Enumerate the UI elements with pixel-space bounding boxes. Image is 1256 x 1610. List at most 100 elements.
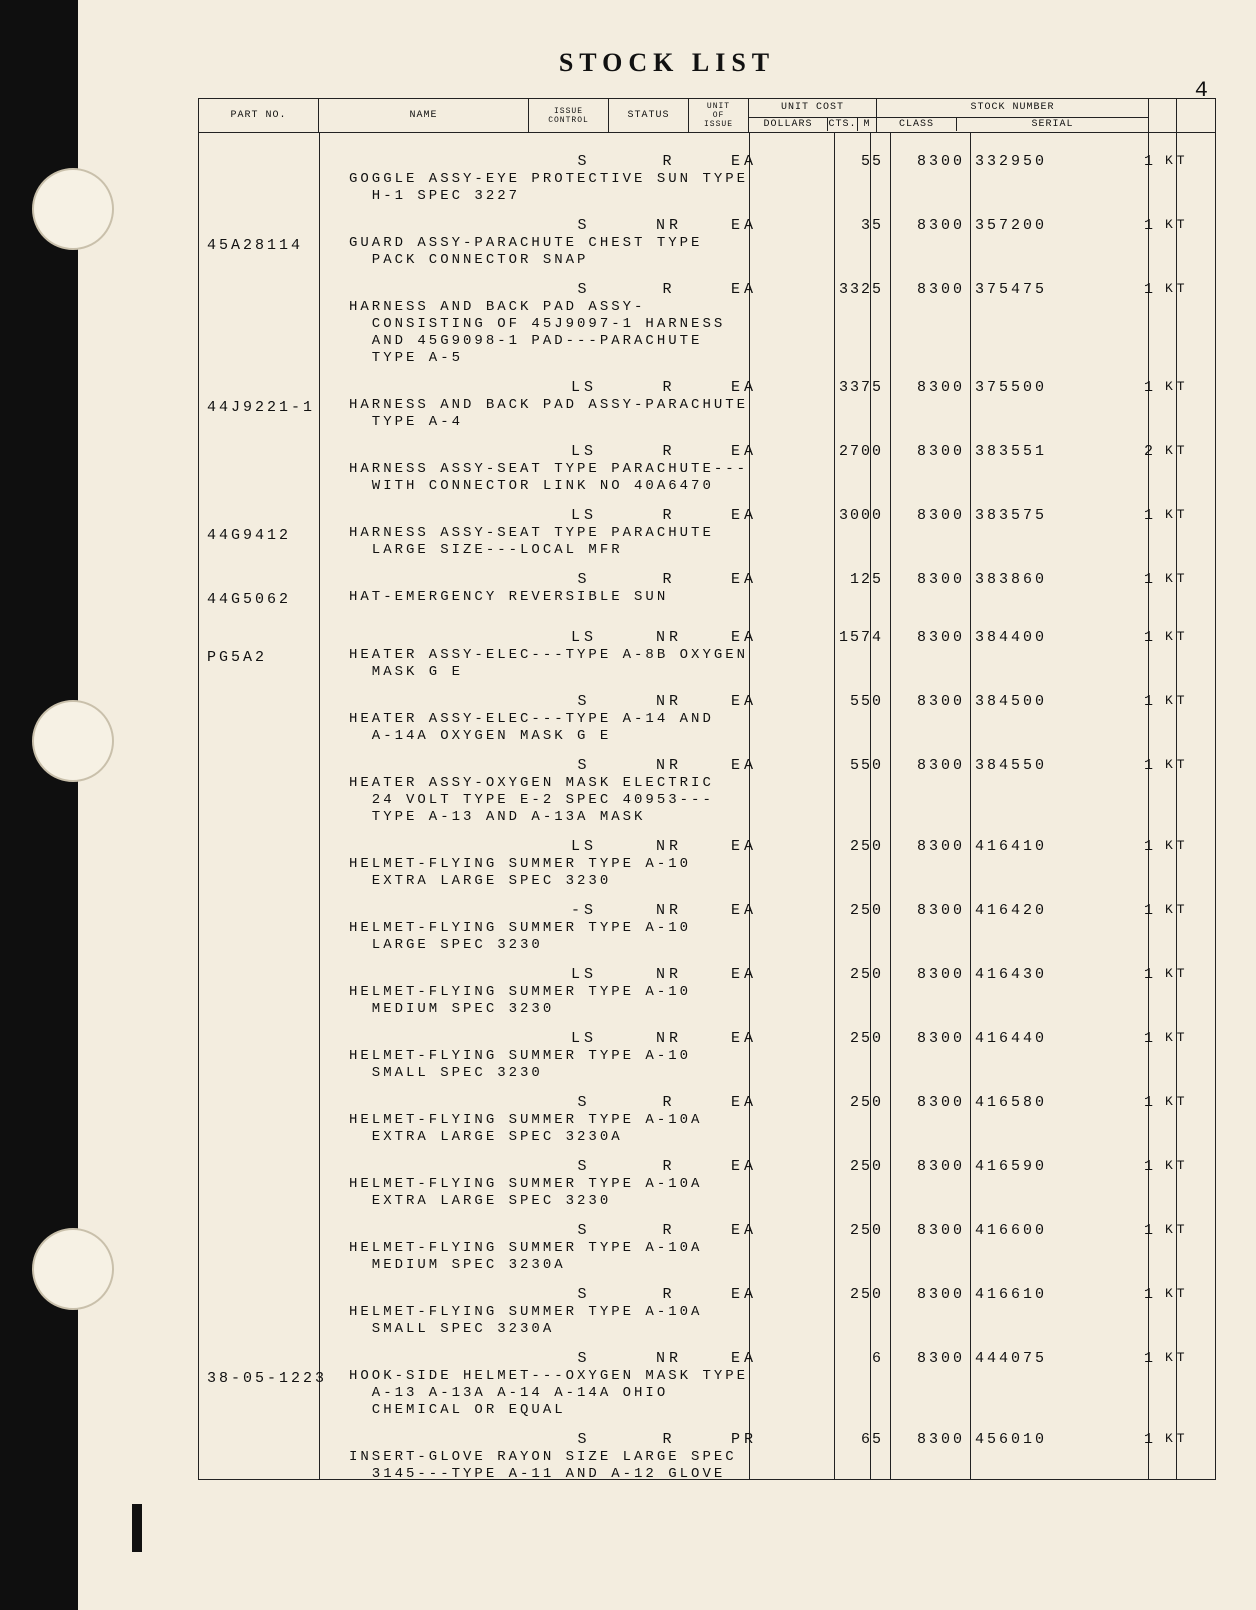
cell-cost: 250 [763,1286,883,1303]
table-row: 45A28114SNREA3583003572001KTGUARD ASSY-P… [199,211,1215,275]
cell-status: NR [629,1030,709,1047]
cell-name: HELMET-FLYING SUMMER TYPE A-10A EXTRA LA… [349,1176,1155,1210]
cell-serial: 383860 [975,571,1105,588]
cell-name: HELMET-FLYING SUMMER TYPE A-10 SMALL SPE… [349,1048,1155,1082]
cell-name: HARNESS AND BACK PAD ASSY- CONSISTING OF… [349,299,1155,367]
cell-issue: S [539,757,629,774]
cell-serial: 384550 [975,757,1105,774]
cell-qty1: 1 [1139,1350,1157,1367]
col-class: CLASS [877,118,957,131]
table-row: SRPR6583004560101KTINSERT-GLOVE RAYON SI… [199,1425,1215,1489]
page-root: STOCK LIST 4 PART NO. NAME ISSUE CONTROL… [0,0,1256,1610]
cell-cost: 3375 [763,379,883,396]
punch-hole [32,168,114,250]
cell-class: 8300 [895,153,965,170]
cell-issue: LS [539,443,629,460]
cell-serial: 416410 [975,838,1105,855]
cell-qty1: 1 [1139,571,1157,588]
cell-serial: 357200 [975,217,1105,234]
cell-issue: LS [539,838,629,855]
table-header: PART NO. NAME ISSUE CONTROL STATUS UNIT … [199,99,1215,133]
cell-cost: 125 [763,571,883,588]
cell-name: HOOK-SIDE HELMET---OXYGEN MASK TYPE A-13… [349,1368,1155,1419]
cell-serial: 375500 [975,379,1105,396]
table-row: -SNREA25083004164201KTHELMET-FLYING SUMM… [199,896,1215,960]
cell-cost: 250 [763,1094,883,1111]
cell-part-no: 44J9221-1 [207,399,315,416]
cell-issue: -S [539,902,629,919]
cell-class: 8300 [895,571,965,588]
col-unit-cost-label: UNIT COST [781,100,844,115]
cell-status: NR [629,902,709,919]
cell-issue: S [539,1286,629,1303]
col-stock-number-label: STOCK NUMBER [970,100,1054,115]
cell-serial: 384400 [975,629,1105,646]
cell-qty1: 1 [1139,1094,1157,1111]
paper: STOCK LIST 4 PART NO. NAME ISSUE CONTROL… [78,0,1256,1610]
cell-part-no: 45A28114 [207,237,303,254]
cell-qty1: 1 [1139,1431,1157,1448]
cell-qty1: 1 [1139,217,1157,234]
cell-serial: 416590 [975,1158,1105,1175]
cell-qty2: KT [1165,153,1193,168]
cell-qty2: KT [1165,757,1193,772]
cell-cost: 3000 [763,507,883,524]
cell-qty2: KT [1165,629,1193,644]
table-row: SREA25083004166001KTHELMET-FLYING SUMMER… [199,1216,1215,1280]
cell-class: 8300 [895,1431,965,1448]
cell-part-no: 38-05-1223 [207,1370,327,1387]
bottom-mark [132,1504,142,1552]
cell-name: HEATER ASSY-OXYGEN MASK ELECTRIC 24 VOLT… [349,775,1155,826]
col-dollars: DOLLARS [749,118,828,131]
cell-serial: 416580 [975,1094,1105,1111]
cell-qty2: KT [1165,1030,1193,1045]
cell-part-no: 44G9412 [207,527,291,544]
col-tail2 [1177,99,1215,132]
table-row: LSREA270083003835512KTHARNESS ASSY-SEAT … [199,437,1215,501]
cell-issue: LS [539,507,629,524]
cell-issue: S [539,1222,629,1239]
col-tail1 [1149,99,1177,132]
cell-qty1: 1 [1139,1222,1157,1239]
cell-cost: 250 [763,1222,883,1239]
col-status: STATUS [609,99,689,132]
cell-class: 8300 [895,838,965,855]
cell-qty1: 1 [1139,153,1157,170]
cell-cost: 250 [763,902,883,919]
cell-name: GOGGLE ASSY-EYE PROTECTIVE SUN TYPE H-1 … [349,171,1155,205]
cell-status: NR [629,1350,709,1367]
cell-name: HAT-EMERGENCY REVERSIBLE SUN [349,589,1155,606]
cell-name: HARNESS ASSY-SEAT TYPE PARACHUTE--- WITH… [349,461,1155,495]
cell-cost: 250 [763,1030,883,1047]
table-row: SREA5583003329501KTGOGGLE ASSY-EYE PROTE… [199,147,1215,211]
cell-name: HELMET-FLYING SUMMER TYPE A-10 EXTRA LAR… [349,856,1155,890]
cell-serial: 383575 [975,507,1105,524]
table-row: LSNREA25083004164401KTHELMET-FLYING SUMM… [199,1024,1215,1088]
cell-issue: S [539,1431,629,1448]
cell-class: 8300 [895,1030,965,1047]
cell-name: HEATER ASSY-ELEC---TYPE A-14 AND A-14A O… [349,711,1155,745]
table-body: SREA5583003329501KTGOGGLE ASSY-EYE PROTE… [199,147,1215,1479]
cell-name: HARNESS AND BACK PAD ASSY-PARACHUTE TYPE… [349,397,1155,431]
cell-class: 8300 [895,1286,965,1303]
cell-serial: 416420 [975,902,1105,919]
cell-qty2: KT [1165,281,1193,296]
cell-qty1: 1 [1139,757,1157,774]
cell-qty2: KT [1165,507,1193,522]
cell-class: 8300 [895,507,965,524]
table-row: SNREA55083003845501KTHEATER ASSY-OXYGEN … [199,751,1215,832]
cell-issue: S [539,153,629,170]
cell-serial: 416600 [975,1222,1105,1239]
col-issue: ISSUE CONTROL [529,99,609,132]
cell-cost: 550 [763,757,883,774]
cell-qty1: 1 [1139,507,1157,524]
cell-class: 8300 [895,966,965,983]
punch-hole [32,700,114,782]
cell-status: NR [629,966,709,983]
cell-issue: LS [539,1030,629,1047]
table-row: LSNREA25083004164301KTHELMET-FLYING SUMM… [199,960,1215,1024]
cell-qty1: 1 [1139,693,1157,710]
cell-serial: 384500 [975,693,1105,710]
cell-cost: 1574 [763,629,883,646]
cell-status: R [629,281,709,298]
